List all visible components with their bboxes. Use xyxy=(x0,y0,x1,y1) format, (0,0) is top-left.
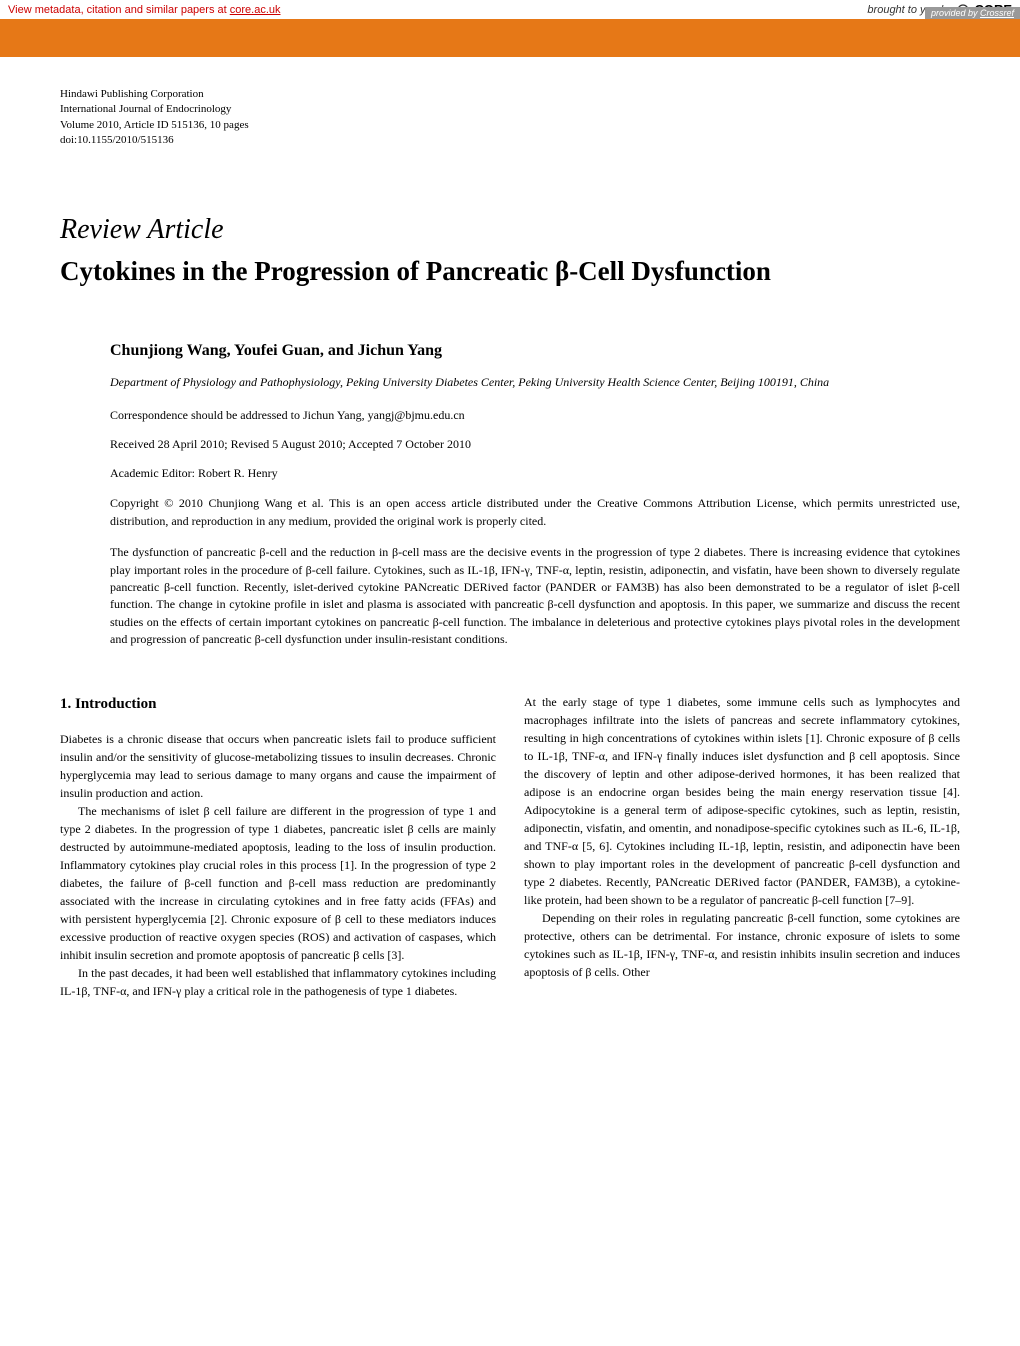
body-paragraph: Diabetes is a chronic disease that occur… xyxy=(60,730,496,802)
article-type: Review Article xyxy=(60,214,960,246)
doi: doi:10.1155/2010/515136 xyxy=(60,133,960,148)
publication-info: Hindawi Publishing Corporation Internati… xyxy=(60,87,960,149)
publisher: Hindawi Publishing Corporation xyxy=(60,87,960,102)
body-columns: 1. Introduction Diabetes is a chronic di… xyxy=(60,693,960,1000)
body-paragraph: In the past decades, it had been well es… xyxy=(60,964,496,1000)
article-title: Cytokines in the Progression of Pancreat… xyxy=(60,256,960,287)
crossref-tag: provided by Crossref xyxy=(925,7,1020,19)
crossref-link[interactable]: Crossref xyxy=(980,8,1014,18)
affiliation: Department of Physiology and Pathophysio… xyxy=(110,374,960,391)
copyright: Copyright © 2010 Chunjiong Wang et al. T… xyxy=(110,495,960,530)
banner-left: View metadata, citation and similar pape… xyxy=(8,4,281,16)
metadata-banner: View metadata, citation and similar pape… xyxy=(0,0,1020,19)
core-link[interactable]: core.ac.uk xyxy=(230,4,281,16)
banner-prefix: View metadata, citation and similar pape… xyxy=(8,4,230,16)
orange-header-bar: provided by Crossref xyxy=(0,19,1020,57)
body-paragraph: Depending on their roles in regulating p… xyxy=(524,909,960,981)
academic-editor: Academic Editor: Robert R. Henry xyxy=(110,466,960,481)
correspondence: Correspondence should be addressed to Ji… xyxy=(110,408,960,423)
body-paragraph: The mechanisms of islet β cell failure a… xyxy=(60,802,496,964)
crossref-prefix: provided by xyxy=(931,8,980,18)
right-column: At the early stage of type 1 diabetes, s… xyxy=(524,693,960,1000)
volume-info: Volume 2010, Article ID 515136, 10 pages xyxy=(60,118,960,133)
body-paragraph: At the early stage of type 1 diabetes, s… xyxy=(524,693,960,909)
page-content: Hindawi Publishing Corporation Internati… xyxy=(0,57,1020,1040)
authors: Chunjiong Wang, Youfei Guan, and Jichun … xyxy=(110,342,960,360)
left-column: 1. Introduction Diabetes is a chronic di… xyxy=(60,693,496,1000)
abstract: The dysfunction of pancreatic β-cell and… xyxy=(110,544,960,648)
section-heading: 1. Introduction xyxy=(60,693,496,716)
dates: Received 28 April 2010; Revised 5 August… xyxy=(110,437,960,452)
journal-name: International Journal of Endocrinology xyxy=(60,102,960,117)
